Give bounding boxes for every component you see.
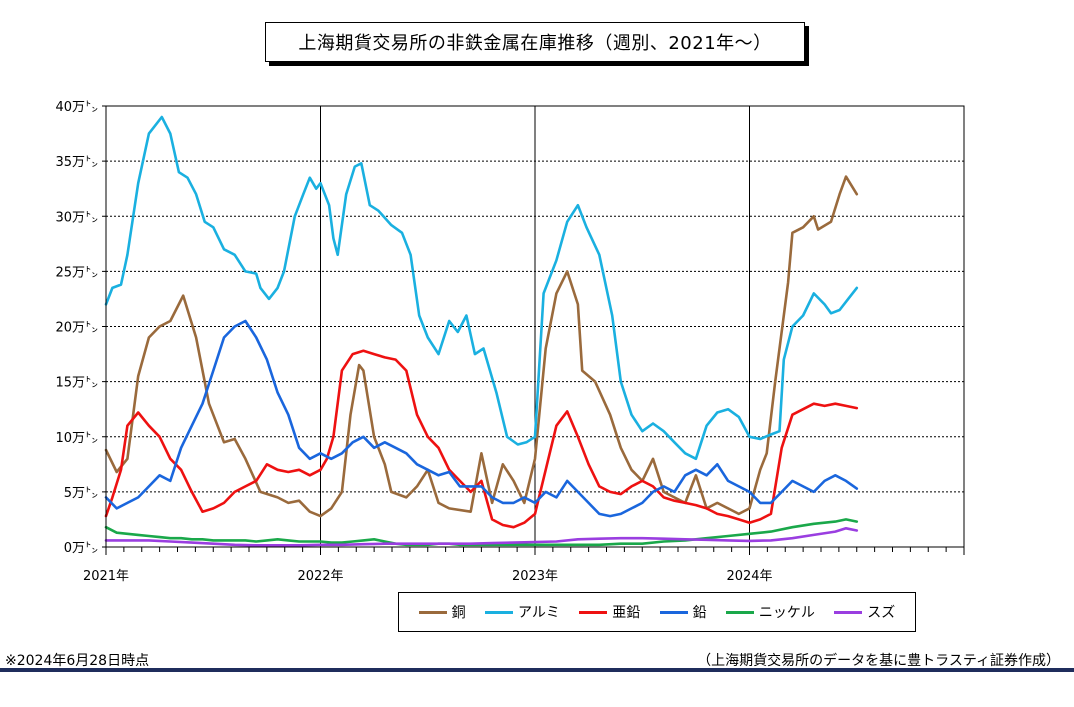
series-line-鉛 — [104, 319, 859, 518]
series-lines — [104, 115, 859, 547]
y-tick-label: 10万㌧ — [55, 431, 98, 446]
legend-item: 銅 — [418, 602, 466, 622]
y-tick-label: 20万㌧ — [55, 321, 98, 336]
legend-item: アルミ — [485, 602, 560, 622]
series-line-アルミ — [104, 115, 859, 461]
legend-item: スズ — [834, 602, 895, 622]
legend-swatch — [659, 610, 688, 614]
series-line-スズ — [104, 526, 859, 547]
legend-swatch — [834, 610, 863, 614]
x-tick-label: 2021年 — [83, 569, 129, 584]
legend-label: ニッケル — [758, 605, 815, 621]
y-tick-label: 35万㌧ — [55, 155, 98, 170]
legend-item: 亜鉛 — [579, 602, 640, 622]
x-tick-label: 2022年 — [297, 569, 343, 584]
legend-swatch — [418, 610, 447, 614]
x-tick-label: 2024年 — [726, 569, 772, 584]
legend-swatch — [579, 610, 608, 614]
y-axis: 0万㌧ 5万㌧ 10万㌧ 15万㌧ 20万㌧ 25万㌧ 30万㌧ 35万㌧ 40万㌧ — [55, 100, 106, 556]
plot-frame — [105, 105, 965, 548]
legend-label: 亜鉛 — [612, 605, 641, 621]
x-tick-label: 2023年 — [512, 569, 558, 584]
y-tick-label: 0万㌧ — [64, 541, 98, 556]
series-line-亜鉛 — [104, 349, 859, 529]
y-tick-label: 5万㌧ — [64, 486, 98, 501]
legend: 銅 アルミ 亜鉛 鉛 ニッケル スズ — [398, 592, 916, 632]
y-tick-label: 25万㌧ — [55, 265, 98, 280]
chart-title: 上海期貨交易所の非鉄金属在庫推移（週別、2021年～） — [265, 22, 805, 62]
series-line-銅 — [104, 175, 859, 518]
y-tick-label: 15万㌧ — [55, 376, 98, 391]
y-tick-label: 40万㌧ — [55, 100, 98, 115]
legend-swatch — [485, 610, 514, 614]
legend-label: 鉛 — [692, 605, 707, 621]
legend-label: スズ — [867, 605, 896, 621]
x-axis: 2021年 2022年 2023年 2024年 — [83, 547, 965, 584]
legend-label: 銅 — [451, 605, 466, 621]
timestamp-note: ※2024年6月28日時点 — [5, 653, 150, 669]
y-tick-label: 30万㌧ — [55, 210, 98, 225]
source-note: （上海期貨交易所のデータを基に豊トラスティ証券作成） — [697, 653, 1060, 669]
legend-label: アルミ — [518, 605, 560, 621]
legend-swatch — [725, 610, 754, 614]
legend-item: ニッケル — [725, 602, 815, 622]
bottom-rule — [0, 668, 1074, 672]
legend-item: 鉛 — [659, 602, 707, 622]
